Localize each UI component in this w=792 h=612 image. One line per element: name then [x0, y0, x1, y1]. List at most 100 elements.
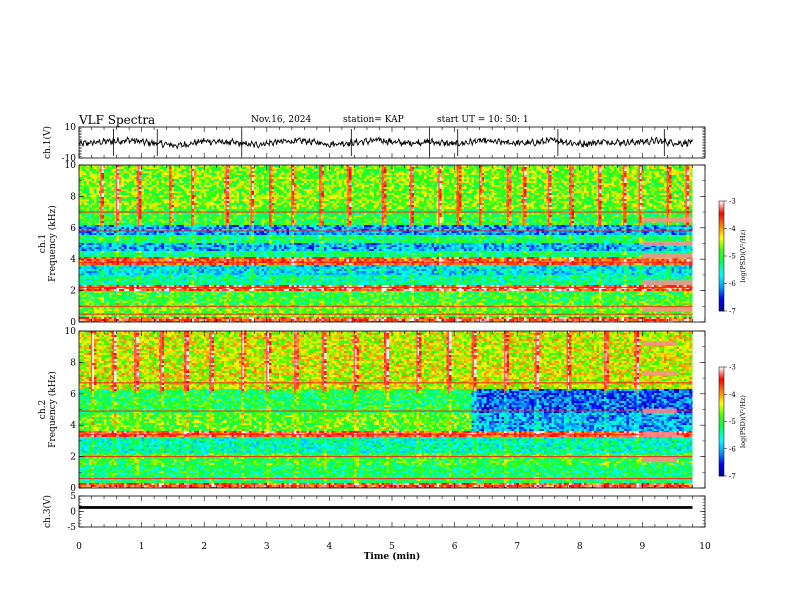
spectrogram-cell: [197, 269, 200, 271]
spectrogram-cell: [147, 271, 150, 273]
spectrogram-cell: [117, 301, 120, 303]
spectrogram-cell: [147, 289, 150, 291]
spectrogram-cell: [184, 319, 187, 321]
spectrogram-cell: [119, 299, 122, 301]
spectrogram-cell: [187, 177, 190, 179]
spectrogram-cell: [174, 269, 177, 271]
spectrogram-cell: [127, 255, 130, 257]
spectrogram-cell: [127, 253, 130, 255]
spectrogram-cell: [122, 293, 125, 295]
spectrogram-cell: [97, 297, 100, 299]
spectrogram-cell: [114, 249, 117, 251]
spectrogram-cell: [157, 273, 160, 275]
spectrogram-cell: [99, 303, 102, 305]
spectrogram-cell: [199, 209, 202, 211]
spectrogram-cell: [109, 249, 112, 251]
spectrogram-cell: [182, 285, 185, 287]
spectrogram-cell: [122, 319, 125, 321]
spectrogram-cell: [84, 247, 87, 249]
spectrogram-cell: [174, 267, 177, 269]
spectrogram-cell: [187, 167, 190, 169]
spectrogram-cell: [172, 285, 175, 287]
spectrogram-cell: [132, 203, 135, 205]
spectrogram-cell: [199, 289, 202, 291]
spectrogram-cell: [117, 253, 120, 255]
spectrogram-cell: [187, 189, 190, 191]
spectrogram-cell: [157, 187, 160, 189]
spectrogram-cell: [107, 295, 110, 297]
spectrogram-cell: [159, 307, 162, 309]
spectrogram-cell: [149, 223, 152, 225]
spectrogram-cell: [197, 235, 200, 237]
spectrogram-cell: [194, 193, 197, 195]
spectrogram-cell: [149, 289, 152, 291]
spectrogram-cell: [149, 191, 152, 193]
spectrogram-cell: [132, 215, 135, 217]
spectrogram-cell: [109, 233, 112, 235]
spectrogram-cell: [184, 257, 187, 259]
spectrogram-cell: [112, 223, 115, 225]
spectrogram-cell: [197, 265, 200, 267]
spectrogram-cell: [94, 251, 97, 253]
spectrogram-cell: [189, 245, 192, 247]
spectrogram-cell: [197, 311, 200, 313]
spectrogram-cell: [127, 245, 130, 247]
spectrogram-cell: [107, 311, 110, 313]
spectrogram-cell: [109, 221, 112, 223]
spectrogram-cell: [157, 315, 160, 317]
spectrogram-cell: [187, 295, 190, 297]
spectrogram-cell: [104, 225, 107, 227]
spectrogram-cell: [139, 303, 142, 305]
spectrogram-cell: [79, 181, 82, 183]
spectrogram-cell: [127, 309, 130, 311]
spectrogram-cell: [182, 319, 185, 321]
spectrogram-cell: [129, 217, 132, 219]
spectrogram-cell: [187, 301, 190, 303]
spectrogram-cell: [162, 245, 165, 247]
spectrogram-cell: [179, 301, 182, 303]
spectrogram-cell: [177, 193, 180, 195]
spectrogram-cell: [94, 271, 97, 273]
spectrogram-cell: [94, 283, 97, 285]
spectrogram-cell: [134, 185, 137, 187]
spectrogram-cell: [92, 233, 95, 235]
spectrogram-cell: [109, 265, 112, 267]
spectrogram-cell: [189, 301, 192, 303]
spectrogram-cell: [167, 293, 170, 295]
spectrogram-cell: [122, 185, 125, 187]
spectrogram-cell: [194, 215, 197, 217]
spectrogram-cell: [97, 291, 100, 293]
spectrogram-cell: [157, 269, 160, 271]
spectrogram-cell: [82, 209, 85, 211]
spectrogram-cell: [147, 213, 150, 215]
spectrogram-cell: [197, 209, 200, 211]
spectrogram-cell: [152, 225, 155, 227]
spectrogram-cell: [144, 251, 147, 253]
spectrogram-cell: [102, 173, 105, 175]
spectrogram-cell: [177, 171, 180, 173]
spectrogram-cell: [152, 199, 155, 201]
spectrogram-cell: [82, 257, 85, 259]
spectrogram-cell: [169, 267, 172, 269]
spectrogram-cell: [194, 239, 197, 241]
spectrogram-cell: [122, 209, 125, 211]
spectrogram-cell: [172, 203, 175, 205]
spectrogram-cell: [167, 241, 170, 243]
spectrogram-cell: [172, 289, 175, 291]
spectrogram-cell: [92, 221, 95, 223]
spectrogram-cell: [154, 239, 157, 241]
spectrogram-cell: [82, 193, 85, 195]
spectrogram-cell: [169, 237, 172, 239]
spectrogram-cell: [89, 191, 92, 193]
spectrogram-cell: [202, 193, 205, 195]
spectrogram-cell: [202, 181, 205, 183]
spectrogram-cell: [194, 217, 197, 219]
spectrogram-cell: [152, 173, 155, 175]
spectrogram-cell: [192, 283, 195, 285]
spectrogram-cell: [147, 303, 150, 305]
spectrogram-cell: [167, 257, 170, 259]
spectrogram-cell: [167, 243, 170, 245]
spectrogram-cell: [97, 215, 100, 217]
spectrogram-cell: [84, 259, 87, 261]
spectrogram-cell: [199, 207, 202, 209]
